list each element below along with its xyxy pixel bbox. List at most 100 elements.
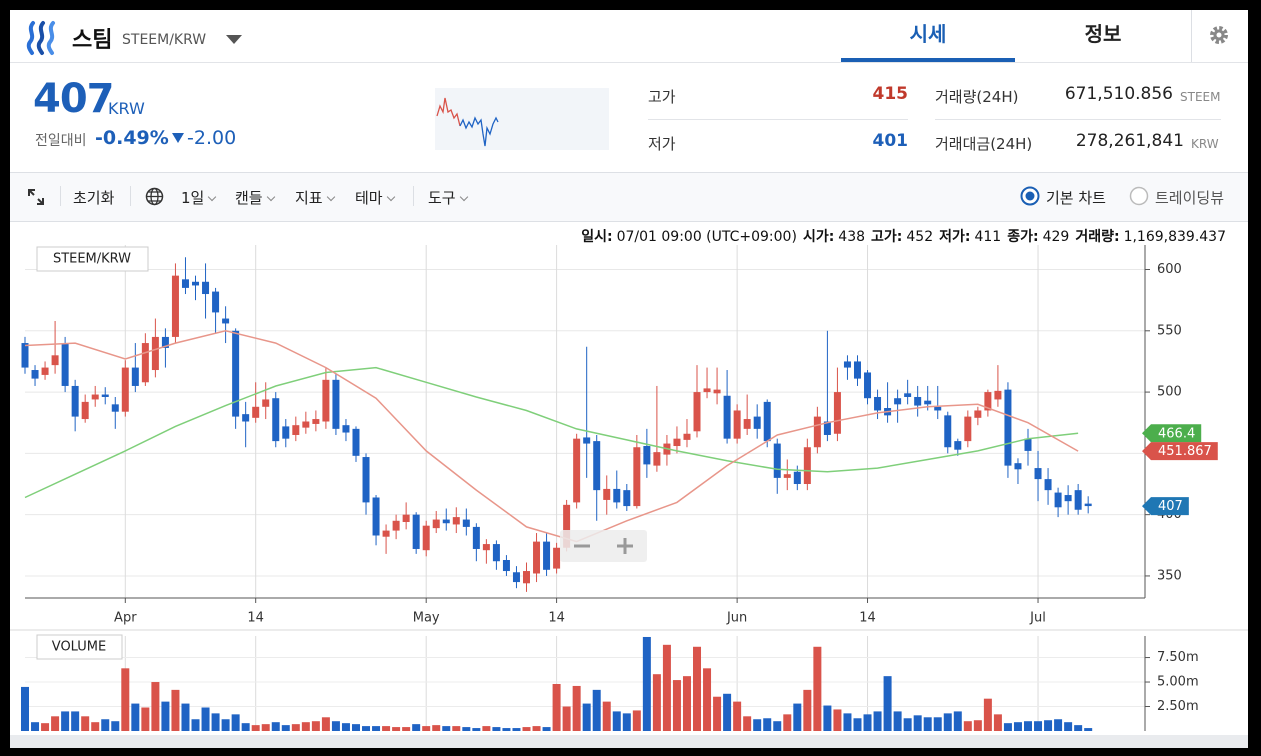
volume-bar <box>141 707 150 731</box>
tools: 도구 <box>428 189 456 207</box>
volume-bar <box>71 711 80 731</box>
volume-bar <box>502 728 511 731</box>
volume-bar <box>1003 723 1012 731</box>
volume-bar <box>823 705 832 731</box>
chart-title: STEEM/KRW <box>53 252 131 267</box>
volume-bar <box>893 711 902 731</box>
candle-body <box>322 379 330 422</box>
candle-body <box>161 336 169 348</box>
price-tag-label: 451.867 <box>1158 444 1212 459</box>
radio[interactable] <box>1129 186 1149 206</box>
volume-bar <box>512 728 521 731</box>
radio-selected[interactable] <box>1020 186 1040 206</box>
candle-body <box>71 385 79 417</box>
candle-body <box>693 392 701 432</box>
globe-icon[interactable] <box>145 187 164 206</box>
volume-bar <box>743 716 752 731</box>
change-label: 전일대비 <box>35 133 87 149</box>
candle-body <box>1044 479 1052 491</box>
candle-body <box>332 379 340 429</box>
candle-body <box>573 438 581 503</box>
volume-bar <box>873 711 882 731</box>
candle-body <box>432 519 440 529</box>
fullscreen-icon[interactable] <box>27 188 45 206</box>
candle-body <box>272 398 280 442</box>
stat-label: 저가 <box>648 135 676 153</box>
volume-bar <box>251 725 260 731</box>
volume-bar <box>41 723 50 731</box>
volume-bar <box>291 724 300 731</box>
x-tick-label: 14 <box>859 611 876 626</box>
volume-bar <box>331 721 340 731</box>
candle-body <box>482 544 490 551</box>
volume-bar <box>622 713 631 731</box>
candle-body <box>61 343 69 386</box>
volume-bar <box>963 721 972 731</box>
symbol-dropdown[interactable] <box>226 35 242 45</box>
change-rate: -0.49% <box>95 127 169 149</box>
price-tag-label: 466.4 <box>1158 426 1195 441</box>
toolbar <box>10 172 1248 222</box>
separator <box>1191 10 1192 62</box>
volume-bar <box>532 726 541 731</box>
candle-body <box>1024 438 1032 451</box>
volume-bar <box>1064 722 1073 731</box>
chart-type-menu[interactable]: 캔들 <box>235 187 275 208</box>
volume-bar <box>903 718 912 731</box>
view-option[interactable]: 기본 차트 <box>1046 189 1106 207</box>
separator <box>60 186 61 206</box>
volume-bar <box>111 721 120 731</box>
candle-body <box>613 488 621 503</box>
tab-active[interactable]: 시세 <box>841 10 1015 62</box>
theme-menu[interactable]: 테마 <box>355 187 395 208</box>
info-value: 438 <box>838 229 866 245</box>
volume-bar <box>101 719 110 731</box>
candle-body <box>603 488 611 500</box>
app-panel <box>10 10 1248 748</box>
volume-bar <box>682 676 691 731</box>
candle-body <box>713 389 721 394</box>
volume-bar <box>472 728 481 731</box>
moving-average <box>24 330 1079 543</box>
change: -2.00 <box>187 127 237 149</box>
volume-bar <box>733 701 742 731</box>
candle-body <box>422 525 430 551</box>
tools-menu[interactable]: 도구 <box>428 187 468 208</box>
stat-value: 278,261,841 <box>1075 131 1184 151</box>
volume-bar <box>642 636 651 731</box>
candle-body <box>222 318 230 324</box>
candle-body <box>302 421 310 428</box>
candle-body <box>131 367 139 386</box>
divider <box>10 62 1248 63</box>
candle-body <box>974 410 982 418</box>
tab[interactable]: 정보 <box>1084 22 1122 46</box>
candle-body <box>1014 463 1022 470</box>
candle-body <box>141 343 149 383</box>
footer-strip <box>10 735 1248 748</box>
indicators: 지표 <box>295 189 323 207</box>
settings-icon[interactable] <box>1208 24 1230 46</box>
volume-bar <box>662 644 671 731</box>
period-menu[interactable]: 1일 <box>181 187 217 208</box>
volume-bar <box>542 727 551 731</box>
volume-bar <box>943 713 952 731</box>
candle-body <box>292 425 300 435</box>
candle-body <box>192 281 200 286</box>
volume-bar <box>773 721 782 731</box>
y-tick-label: 2.50m <box>1157 699 1199 714</box>
stat-label: 거래대금(24H) <box>935 135 1033 153</box>
volume-bar <box>382 726 391 731</box>
volume-bar <box>321 717 330 731</box>
reset-button[interactable]: 초기화 <box>73 189 115 207</box>
candle-body <box>41 367 49 375</box>
volume-bar <box>171 689 180 731</box>
candle-body <box>212 291 220 313</box>
volume-bar <box>763 718 772 731</box>
volume-bar <box>271 722 280 731</box>
x-tick-label: 14 <box>548 611 565 626</box>
indicator-menu[interactable]: 지표 <box>295 187 335 208</box>
volume-bar <box>933 717 942 731</box>
price-tag-label: 407 <box>1158 499 1183 514</box>
candle-body <box>151 336 159 371</box>
view-option[interactable]: 트레이딩뷰 <box>1155 189 1225 207</box>
